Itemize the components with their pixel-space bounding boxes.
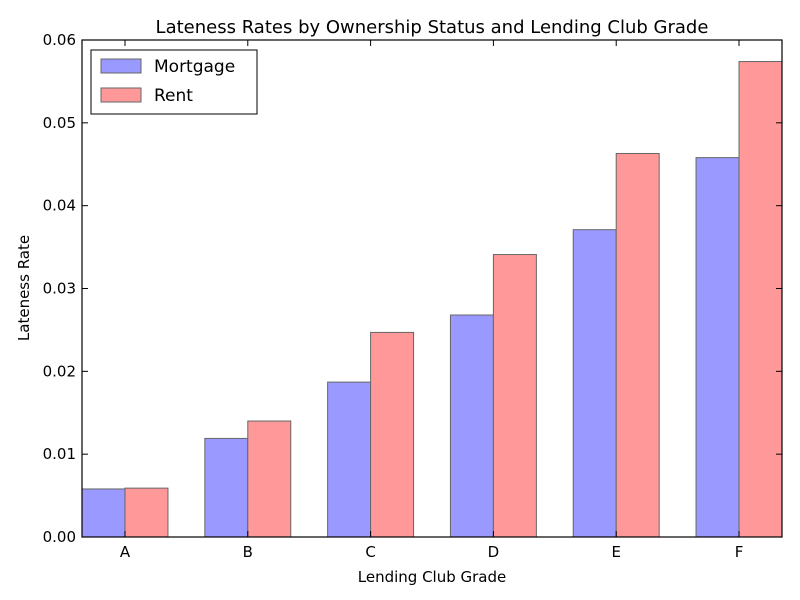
x-tick-label: D bbox=[488, 543, 500, 561]
bar-rent-e bbox=[615, 152, 660, 538]
y-axis: 0.00 0.01 0.02 0.03 0.04 0.05 0.06 bbox=[43, 31, 782, 546]
y-axis-label: Lateness Rate bbox=[15, 235, 33, 341]
bar-rent-d bbox=[492, 254, 537, 538]
x-axis-label: Lending Club Grade bbox=[358, 568, 506, 586]
y-tick-label: 0.06 bbox=[43, 31, 76, 49]
bar-mortgage-b bbox=[204, 437, 249, 538]
x-axis: A B C D E F bbox=[120, 40, 743, 561]
x-tick-label: F bbox=[735, 543, 744, 561]
y-tick-label: 0.05 bbox=[43, 114, 76, 132]
y-tick-label: 0.03 bbox=[43, 280, 76, 298]
bar-rent-c bbox=[370, 331, 415, 538]
legend: Mortgage Rent bbox=[90, 49, 258, 115]
bar-mortgage-e bbox=[572, 229, 617, 538]
bar-mortgage-a bbox=[81, 488, 126, 538]
bar-rent-b bbox=[247, 420, 292, 538]
bars-group bbox=[81, 61, 783, 538]
bar-mortgage-f bbox=[695, 157, 740, 538]
legend-label-mortgage: Mortgage bbox=[154, 57, 235, 77]
legend-swatch-mortgage bbox=[100, 58, 142, 74]
bar-mortgage-c bbox=[327, 381, 372, 538]
x-tick-label: E bbox=[611, 543, 620, 561]
x-tick-label: B bbox=[243, 543, 253, 561]
plot-frame bbox=[81, 39, 783, 538]
legend-swatch-rent bbox=[100, 87, 142, 103]
x-tick-label: A bbox=[120, 543, 131, 561]
legend-label-rent: Rent bbox=[154, 86, 193, 106]
x-tick-label: C bbox=[365, 543, 375, 561]
y-tick-label: 0.00 bbox=[43, 528, 76, 546]
chart-title: Lateness Rates by Ownership Status and L… bbox=[156, 17, 709, 38]
y-tick-label: 0.02 bbox=[43, 362, 76, 380]
bar-rent-a bbox=[124, 487, 169, 538]
bar-mortgage-d bbox=[449, 314, 494, 538]
y-tick-label: 0.04 bbox=[43, 197, 76, 215]
bar-rent-f bbox=[738, 61, 783, 538]
y-tick-label: 0.01 bbox=[43, 445, 76, 463]
